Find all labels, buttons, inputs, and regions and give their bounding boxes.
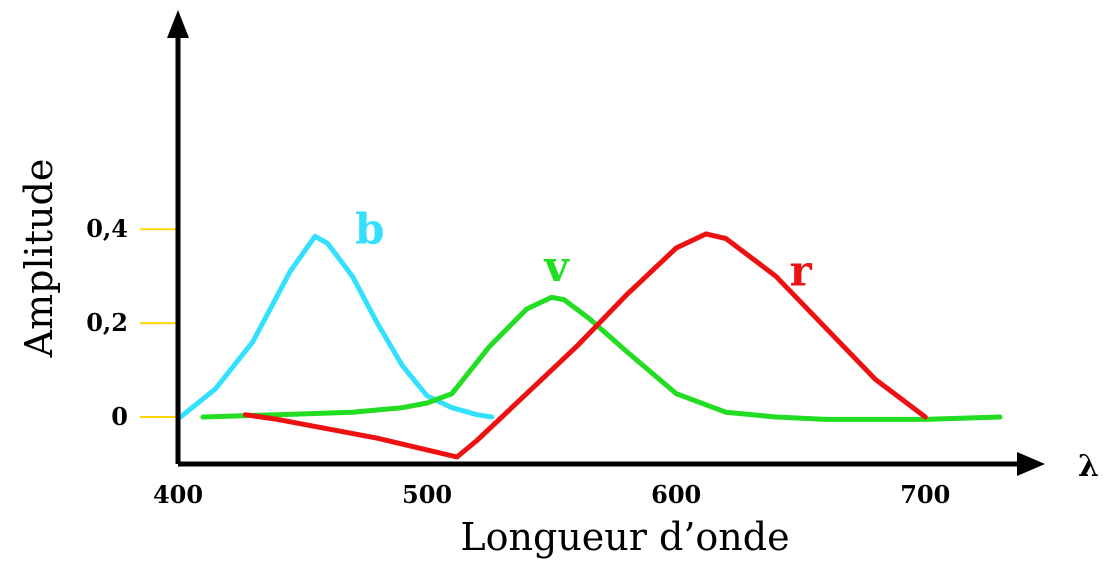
x-tick-label: 500 [402,480,452,509]
x-axis-symbol: λ [1078,449,1099,484]
x-axis-title: Longueur d’onde [460,515,789,559]
series-labels: bv r [355,204,813,295]
series-line-r [242,231,928,460]
y-ticks: 0 0,2 0,4 [86,214,178,431]
series-label-r: r [790,247,813,296]
series-label-v: v [543,242,570,291]
y-tick-label: 0,2 [86,308,128,337]
x-tick-label: 700 [900,480,950,509]
series-label-b: b [355,204,384,253]
x-axis-arrow [1017,452,1045,476]
series-lines [178,231,1003,460]
series-line-b [178,233,495,420]
y-axis-title: Amplitude [17,159,61,359]
y-tick-label: 0 [111,402,128,431]
x-tick-label: 600 [651,480,701,509]
y-tick-label: 0,4 [86,214,128,243]
x-tick-label: 400 [153,480,203,509]
series-line-v [200,294,1003,422]
x-tick-labels: 400 500 600 700 [153,480,950,509]
y-axis-arrow [167,10,189,38]
